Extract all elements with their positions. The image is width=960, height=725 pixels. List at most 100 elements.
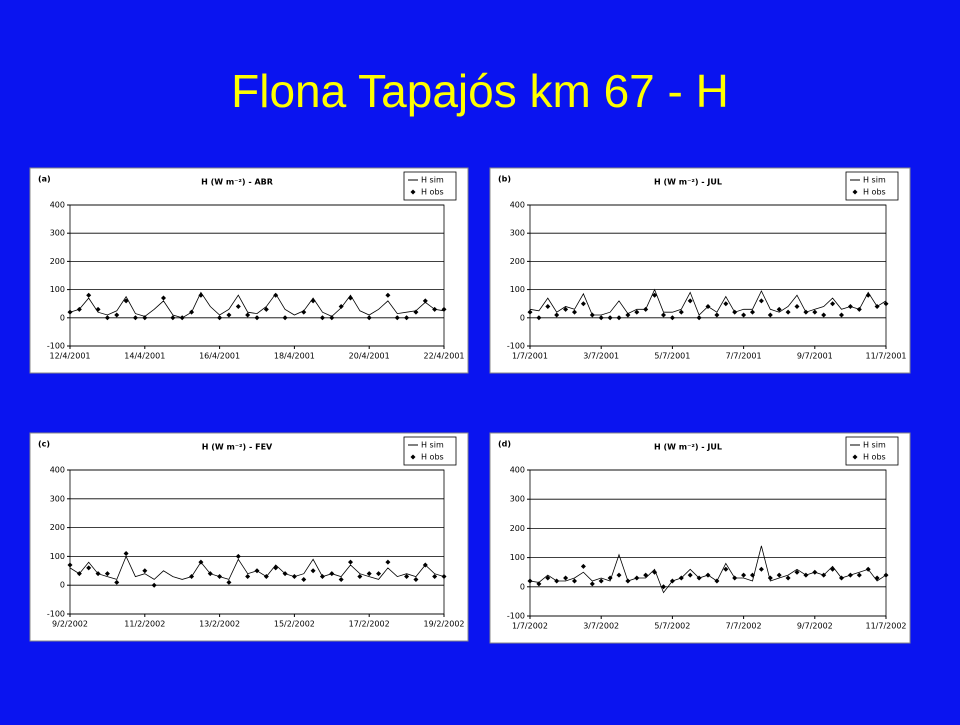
obs-marker [273,292,279,298]
obs-marker [661,584,666,590]
obs-marker [607,575,613,581]
obs-marker [865,566,871,572]
plot-border [69,204,445,347]
obs-marker [589,581,595,587]
chart-panel: (b) H (W m⁻²) - JUL -100 0 100 200 300 400 1/7/2… [489,167,911,374]
obs-marker [142,568,148,574]
x-tick-label: 9/7/2001 [797,352,833,361]
obs-marker [123,551,129,557]
obs-marker [366,571,372,577]
obs-marker [348,295,353,301]
plot-border [69,469,445,615]
y-tick-label: -100 [47,342,65,351]
panel-label: (a) [38,175,51,184]
obs-marker [245,574,251,580]
obs-marker [785,575,791,581]
obs-marker [95,571,101,577]
obs-marker [226,312,232,318]
obs-marker [86,292,92,298]
obs-marker [598,315,604,321]
legend-label: H sim [421,441,444,450]
obs-marker [151,582,157,588]
chart-panel: (d) H (W m⁻²) - JUL -100 0 100 200 300 400 1/7/2… [489,432,911,644]
x-tick-label: 18/4/2001 [274,352,315,361]
obs-marker [874,575,880,581]
x-tick-label: 7/7/2002 [726,622,762,631]
obs-marker [235,553,241,559]
obs-marker [572,309,577,315]
obs-marker [67,562,73,568]
obs-marker [883,572,889,578]
obs-marker [179,315,185,321]
x-tick-label: 19/2/2002 [423,620,464,629]
obs-marker [598,578,604,584]
x-tick-label: 5/7/2001 [654,352,690,361]
plot-border [529,204,887,347]
obs-marker [554,578,560,584]
y-tick-label: 200 [50,257,65,266]
obs-marker [758,566,764,572]
obs-marker [132,315,138,321]
obs-marker [776,572,782,578]
obs-marker [785,309,791,315]
obs-marker [563,306,569,312]
legend-label: H obs [863,453,886,462]
y-tick-label: 0 [60,313,65,322]
chart-background [489,432,911,644]
x-tick-label: 16/4/2001 [199,352,240,361]
obs-marker [652,569,658,575]
obs-marker [741,312,747,318]
obs-marker [413,576,419,582]
chart-background [29,167,469,374]
obs-marker [750,572,755,578]
x-tick-label: 17/2/2002 [349,620,390,629]
chart-background [489,167,911,374]
legend-marker [410,454,416,460]
y-tick-label: 300 [50,229,65,238]
obs-marker [282,571,288,577]
obs-marker [678,309,684,315]
obs-marker [669,315,675,321]
obs-marker [76,571,82,577]
legend-box [403,171,457,201]
obs-marker [856,306,862,312]
obs-marker [301,309,307,315]
plot-border [529,469,887,617]
obs-marker [625,578,631,584]
legend-label: H obs [421,188,444,197]
obs-marker [527,578,533,584]
x-tick-label: 11/2/2002 [124,620,165,629]
y-tick-label: 0 [520,313,525,322]
obs-marker [413,309,419,315]
obs-marker [616,572,622,578]
y-tick-label: 200 [510,524,525,533]
obs-marker [432,306,438,312]
obs-marker [821,312,827,318]
obs-marker [310,568,316,574]
obs-marker [883,301,889,307]
chart-background [29,432,469,642]
obs-marker [847,572,853,578]
legend-label: H obs [421,453,444,462]
obs-marker [348,559,353,565]
y-tick-label: 400 [50,201,65,210]
obs-marker [545,304,551,310]
obs-marker [385,559,391,565]
obs-marker [732,309,738,315]
obs-marker [687,298,693,304]
obs-marker [678,575,684,581]
obs-marker [803,572,809,578]
legend-box [845,171,899,201]
obs-marker [114,579,120,585]
obs-marker [404,574,410,580]
chart-panel: (a) H (W m⁻²) - ABR -100 0 100 200 300 400 12/4/… [29,167,469,374]
obs-marker [767,575,773,581]
obs-marker [86,565,92,571]
x-tick-label: 20/4/2001 [349,352,390,361]
chart-panel: (c) H (W m⁻²) - FEV -100 0 100 200 300 400 9/2/2… [29,432,469,642]
x-tick-label: 9/2/2002 [52,620,88,629]
y-tick-label: 0 [60,581,65,590]
x-tick-label: 9/7/2002 [797,622,833,631]
